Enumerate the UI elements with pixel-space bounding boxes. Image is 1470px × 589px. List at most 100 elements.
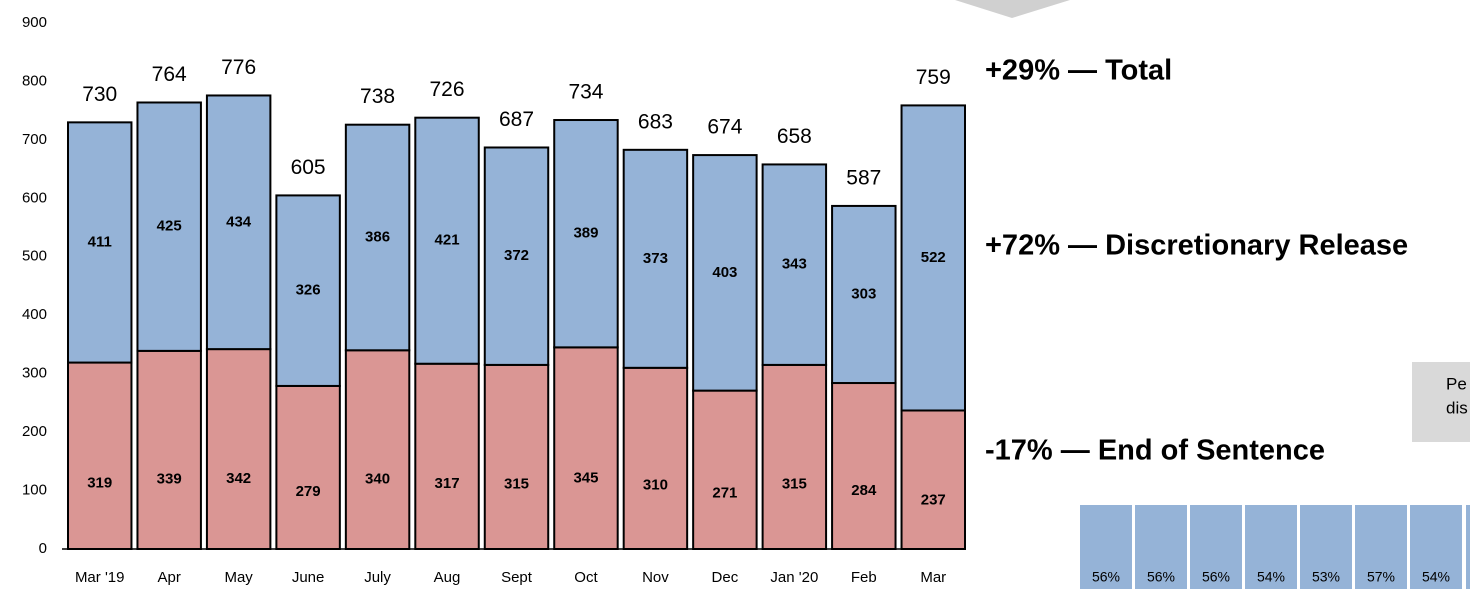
x-tick-label: May <box>224 569 253 586</box>
x-tick-label: Sept <box>501 569 533 586</box>
bar-segment <box>692 389 758 551</box>
strip-cell <box>1135 505 1187 589</box>
y-tick-label: 700 <box>22 131 47 148</box>
total-label: 658 <box>777 125 812 148</box>
bar-segment <box>275 194 341 387</box>
y-tick-label: 100 <box>22 482 47 499</box>
x-tick-label: July <box>364 569 391 586</box>
bar-segment <box>67 361 133 550</box>
total-label: 764 <box>152 63 187 86</box>
annotation: +29% — Total <box>985 55 1172 87</box>
total-label: 605 <box>291 156 326 179</box>
note-box <box>1412 362 1470 442</box>
strip-label: 54% <box>1257 569 1285 585</box>
segment-label: 421 <box>435 232 460 249</box>
total-label: 730 <box>82 83 117 106</box>
segment-label: 343 <box>782 256 807 273</box>
segment-label: 271 <box>712 485 737 502</box>
segment-label: 284 <box>851 482 877 499</box>
x-tick-label: June <box>292 569 325 586</box>
segment-label: 310 <box>643 477 668 494</box>
segment-label: 317 <box>435 475 460 492</box>
y-tick-label: 600 <box>22 189 47 206</box>
total-label: 587 <box>846 166 881 189</box>
segment-label: 342 <box>226 470 251 487</box>
x-tick-label: Oct <box>574 569 598 586</box>
annotation: +72% — Discretionary Release <box>985 230 1408 262</box>
strip-label: 57% <box>1367 569 1395 585</box>
segment-label: 303 <box>851 285 876 302</box>
x-tick-label: Apr <box>158 569 181 586</box>
segment-label: 373 <box>643 250 668 267</box>
bar-segment <box>136 349 202 550</box>
segment-label: 326 <box>296 282 321 299</box>
total-label: 687 <box>499 108 534 131</box>
total-label: 759 <box>916 66 951 89</box>
strip-label: 56% <box>1147 569 1175 585</box>
strip-label: 53% <box>1312 569 1340 585</box>
segment-label: 345 <box>573 469 598 486</box>
segment-label: 279 <box>296 483 321 500</box>
bar-segment <box>622 366 689 551</box>
bar-segment <box>622 148 689 369</box>
x-tick-label: Feb <box>851 569 877 586</box>
y-tick-label: 200 <box>22 423 47 440</box>
y-tick-label: 0 <box>39 540 47 557</box>
x-tick-label: Dec <box>712 569 739 586</box>
strip-cell <box>1410 505 1462 589</box>
bar-segment <box>553 119 619 349</box>
segment-label: 522 <box>921 249 946 266</box>
segment-label: 315 <box>782 476 807 493</box>
segment-label: 386 <box>365 228 390 245</box>
bar-segment <box>275 384 341 550</box>
y-tick-label: 900 <box>22 14 47 31</box>
total-label: 734 <box>568 81 603 104</box>
x-tick-label: Nov <box>642 569 669 586</box>
bar-segment <box>344 349 411 550</box>
segment-label: 339 <box>157 471 182 488</box>
y-tick-label: 500 <box>22 248 47 265</box>
segment-label: 340 <box>365 470 390 487</box>
y-tick-label: 300 <box>22 365 47 382</box>
bar-segment <box>344 123 411 352</box>
x-tick-label: Mar '19 <box>75 569 125 586</box>
bar-segment <box>761 163 828 366</box>
strip-label: 56% <box>1202 569 1230 585</box>
note-text: dis <box>1446 398 1468 417</box>
bar-segment <box>136 101 202 352</box>
strip-cell <box>1080 505 1132 589</box>
bar-segment <box>67 121 133 364</box>
segment-label: 425 <box>157 218 182 235</box>
total-label: 674 <box>707 116 742 139</box>
segment-label: 411 <box>88 233 112 250</box>
total-label: 683 <box>638 110 673 133</box>
bar-segment <box>831 382 897 551</box>
y-tick-label: 800 <box>22 72 47 89</box>
bar-segment <box>414 116 480 365</box>
segment-label: 237 <box>921 491 946 508</box>
segment-label: 319 <box>87 475 112 492</box>
total-label: 726 <box>430 78 465 101</box>
segment-label: 403 <box>712 264 737 281</box>
segment-label: 372 <box>504 247 529 264</box>
arrow-shape <box>955 0 1070 18</box>
bar-segment <box>831 204 897 385</box>
x-tick-label: Aug <box>434 569 461 586</box>
x-tick-label: Jan '20 <box>770 569 818 586</box>
bar-segment <box>205 94 272 351</box>
segment-label: 315 <box>504 476 529 493</box>
bar-segment <box>761 363 828 550</box>
annotation: -17% — End of Sentence <box>985 435 1325 467</box>
note-text: Pe <box>1446 374 1467 393</box>
total-label: 738 <box>360 85 395 108</box>
strip-cell-partial <box>1466 505 1470 589</box>
segment-label: 389 <box>573 225 598 242</box>
bar-segment <box>483 363 550 550</box>
strip-label: 56% <box>1092 569 1120 585</box>
bar-segment <box>900 104 966 412</box>
segment-label: 434 <box>226 213 252 230</box>
y-tick-label: 400 <box>22 306 47 323</box>
bar-segment <box>414 362 480 550</box>
strip-cell <box>1245 505 1297 589</box>
bar-segment <box>692 154 758 392</box>
